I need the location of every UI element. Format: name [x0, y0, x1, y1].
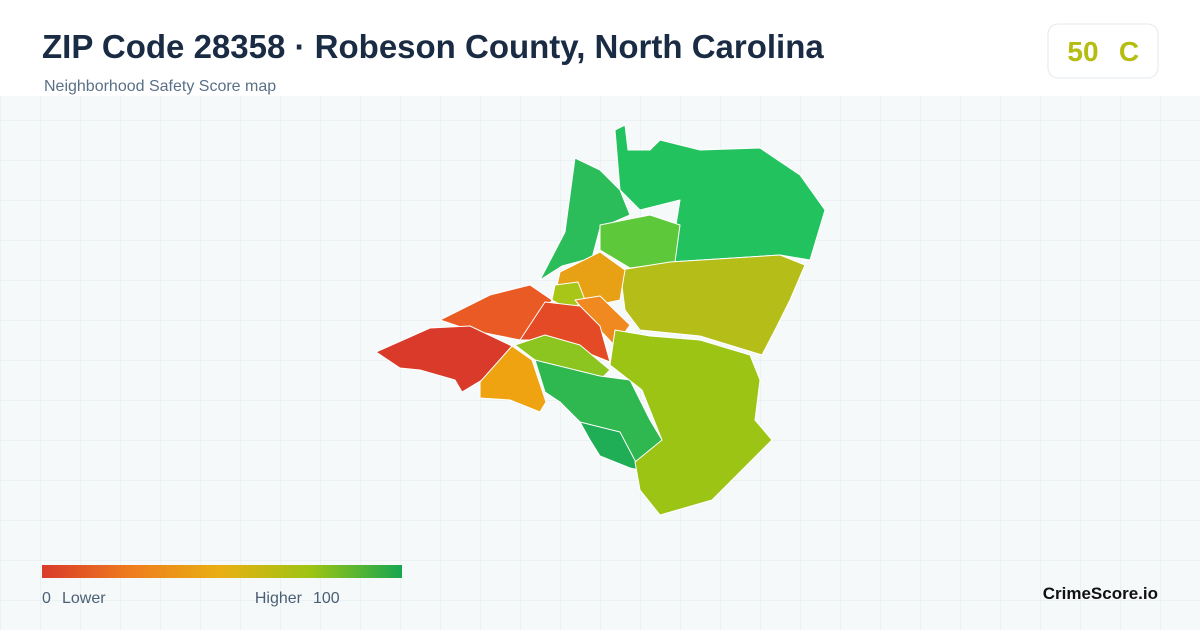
score-grade: C [1119, 36, 1139, 67]
region [614, 124, 826, 263]
legend-low: Lower [62, 590, 106, 607]
region [609, 329, 773, 516]
title: ZIP Code 28358 · Robeson County, North C… [42, 28, 824, 65]
subtitle: Neighborhood Safety Score map [44, 78, 276, 95]
map [375, 124, 826, 516]
legend-min: 0 [42, 590, 51, 607]
region [539, 157, 631, 281]
region [375, 325, 513, 393]
brand: CrimeScore.io [1043, 584, 1158, 603]
region [551, 281, 586, 311]
legend-high: Higher [255, 590, 303, 607]
region [579, 421, 641, 471]
score-value: 50 [1067, 36, 1098, 67]
score-box [1047, 23, 1159, 79]
header-bg [0, 0, 1200, 96]
region [479, 345, 547, 413]
legend-max: 100 [313, 590, 340, 607]
region [619, 254, 806, 356]
legend-bar [42, 565, 402, 578]
